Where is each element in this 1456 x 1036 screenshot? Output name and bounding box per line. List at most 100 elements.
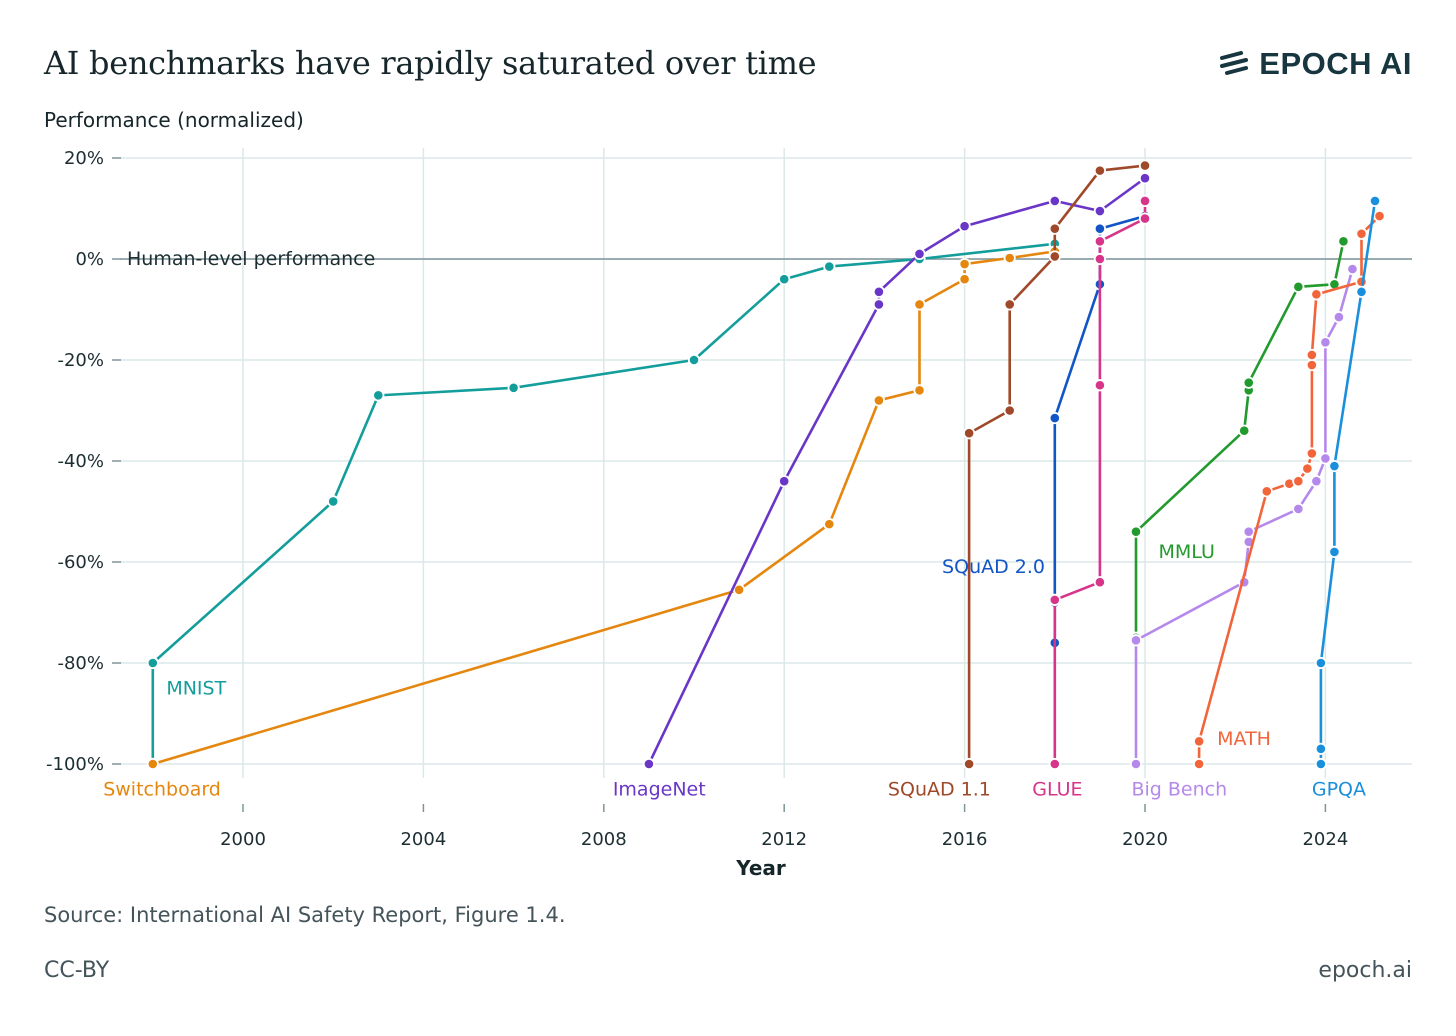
- logo-text: EPOCH AI: [1259, 46, 1412, 81]
- series-labels: MNIST Switchboard ImageNet SQuAD 1.1 SQuAD 2…: [103, 541, 1366, 800]
- data-point-glue: [1093, 576, 1107, 589]
- data-point-math: [1193, 757, 1206, 771]
- data-point-big-bench: [1129, 634, 1143, 647]
- x-axis-title: Year: [735, 856, 786, 880]
- data-point-big-bench: [1332, 310, 1346, 324]
- data-point-math: [1355, 227, 1368, 240]
- data-point-mnist: [372, 389, 385, 402]
- data-point-squad-1-1: [963, 427, 976, 440]
- data-point-math: [1305, 348, 1318, 362]
- reference-line-label: Human-level performance: [127, 248, 375, 270]
- data-point-squad-1-1: [1048, 250, 1061, 263]
- series-line-math: [1197, 215, 1381, 764]
- human-level-line: Human-level performance: [120, 248, 1412, 270]
- data-point-mmlu: [1337, 235, 1350, 248]
- data-point-switchboard: [732, 583, 746, 596]
- x-tick-label: 2004: [400, 829, 446, 850]
- data-point-gpqa: [1314, 742, 1327, 755]
- data-point-glue: [1048, 757, 1061, 771]
- series-line-squad-1-1: [967, 164, 1146, 764]
- chart-title: AI benchmarks have rapidly saturated ove…: [44, 44, 817, 82]
- license-label: CC-BY: [44, 958, 110, 983]
- data-point-gpqa: [1355, 285, 1368, 298]
- data-point-glue: [1093, 379, 1107, 392]
- y-tick-label: -40%: [57, 451, 104, 472]
- data-point-math: [1301, 462, 1314, 475]
- data-point-math: [1292, 475, 1305, 488]
- y-tick-label: 0%: [75, 249, 104, 270]
- source-note: Source: International AI Safety Report, …: [44, 903, 566, 927]
- data-point-squad-1-1: [1003, 298, 1016, 311]
- data-point-glue: [1138, 194, 1152, 208]
- x-tick-label: 2000: [220, 829, 266, 850]
- data-point-switchboard: [913, 384, 926, 397]
- series-label-big-bench: Big Bench: [1131, 778, 1227, 800]
- data-point-mmlu: [1242, 376, 1255, 389]
- data-point-imagenet: [1138, 172, 1152, 185]
- series-label-mmlu: MMLU: [1159, 541, 1215, 563]
- data-point-big-bench: [1292, 502, 1305, 516]
- gridlines: [120, 148, 1412, 778]
- data-point-imagenet: [778, 475, 791, 488]
- data-point-switchboard: [1003, 251, 1016, 265]
- x-tick-label: 2020: [1122, 829, 1168, 850]
- series-label-gpqa: GPQA: [1312, 778, 1366, 800]
- x-tick-label: 2008: [581, 829, 627, 850]
- data-point-imagenet: [913, 247, 926, 261]
- data-point-squad-1-1: [963, 757, 976, 771]
- data-point-big-bench: [1129, 757, 1143, 771]
- data-point-big-bench: [1319, 452, 1332, 465]
- data-point-switchboard: [958, 257, 971, 271]
- data-point-mnist: [146, 656, 159, 670]
- series-imagenet: [642, 172, 1152, 771]
- data-point-imagenet: [958, 220, 971, 233]
- data-point-mnist: [687, 353, 701, 367]
- site-link[interactable]: epoch.ai: [1318, 958, 1412, 983]
- data-point-glue: [1048, 593, 1061, 606]
- data-point-mnist: [327, 495, 340, 508]
- series-label-squad-1-1: SQuAD 1.1: [888, 778, 991, 800]
- data-point-gpqa: [1314, 656, 1327, 670]
- epoch-stripes-icon: [1220, 51, 1249, 75]
- y-tick-label: 20%: [64, 148, 104, 169]
- series-line-switchboard: [152, 250, 1055, 766]
- data-point-squad-2-0: [1048, 411, 1061, 425]
- data-point-mnist: [507, 381, 520, 394]
- x-tick-label: 2024: [1302, 829, 1348, 850]
- series-label-math: MATH: [1217, 728, 1271, 750]
- data-point-glue: [1093, 235, 1107, 248]
- series-gpqa: [1314, 194, 1382, 771]
- series-line-imagenet: [647, 177, 1146, 765]
- series-squad-1-1: [963, 159, 1152, 771]
- series-label-mnist: MNIST: [166, 677, 226, 699]
- data-point-math: [1193, 735, 1206, 748]
- y-tick-label: -20%: [57, 350, 104, 371]
- data-point-imagenet: [642, 757, 656, 771]
- data-point-imagenet: [1093, 204, 1107, 218]
- data-point-math: [1305, 447, 1318, 460]
- data-point-gpqa: [1368, 194, 1382, 208]
- x-tick-label: 2016: [942, 829, 988, 850]
- data-point-switchboard: [146, 757, 159, 771]
- data-point-squad-2-0: [1093, 222, 1107, 235]
- data-point-big-bench: [1319, 336, 1332, 349]
- data-point-big-bench: [1346, 262, 1359, 276]
- data-point-mnist: [778, 273, 791, 286]
- data-point-math: [1373, 209, 1386, 223]
- series-line-mnist: [151, 242, 1055, 764]
- y-tick-label: -60%: [57, 552, 104, 573]
- series-switchboard: [146, 245, 1061, 771]
- x-tick-label: 2012: [761, 829, 807, 850]
- data-point-squad-1-1: [1003, 404, 1016, 417]
- y-axis-title: Performance (normalized): [44, 108, 304, 132]
- data-point-squad-1-1: [1048, 222, 1061, 235]
- series-label-squad-2-0: SQuAD 2.0: [942, 556, 1045, 578]
- data-point-math: [1310, 288, 1323, 301]
- data-point-mmlu: [1292, 280, 1305, 293]
- data-point-imagenet: [1048, 194, 1061, 208]
- data-point-gpqa: [1314, 757, 1327, 771]
- data-point-gpqa: [1328, 545, 1341, 559]
- epoch-logo[interactable]: EPOCH AI: [1219, 46, 1412, 82]
- data-point-big-bench: [1310, 475, 1323, 488]
- series-group: [146, 159, 1386, 771]
